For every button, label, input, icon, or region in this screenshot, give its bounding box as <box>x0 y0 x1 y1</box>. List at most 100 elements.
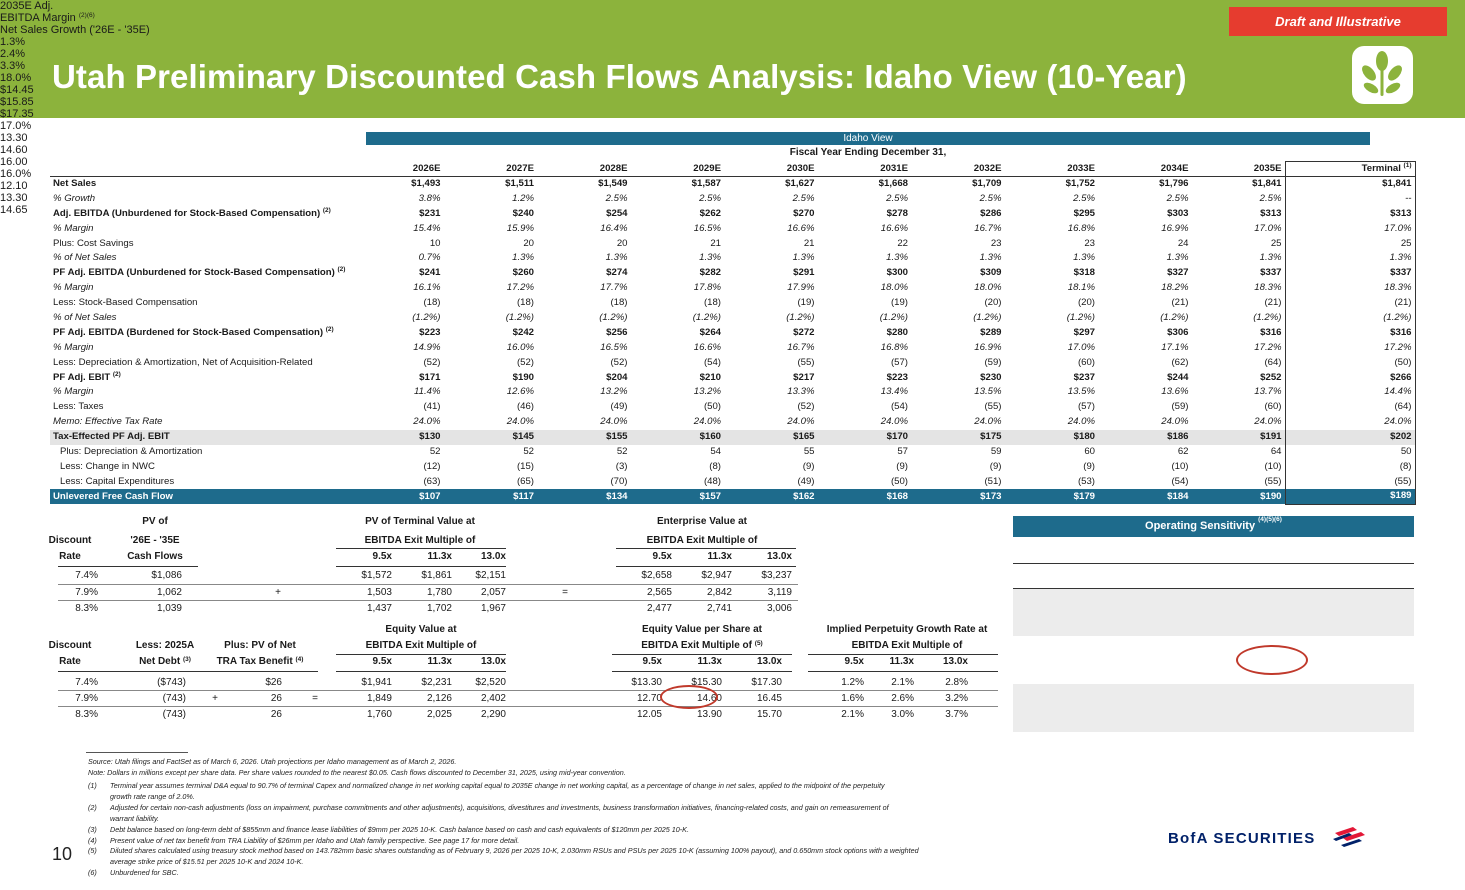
page-title: Utah Preliminary Discounted Cash Flows A… <box>52 58 1187 95</box>
table-cell: $223 <box>419 326 441 338</box>
footnote-tag: (4) <box>88 835 97 845</box>
table-cell: $254 <box>606 207 628 219</box>
table-cell: $306 <box>1167 326 1189 338</box>
footnote-source: Source: Utah filings and FactSet as of M… <box>88 757 457 766</box>
table-cell: 11.4% <box>414 386 441 398</box>
header-row: 2026E 2027E 2028E 2029E 2030E 2031E 2032E 2033E… <box>50 161 1416 177</box>
table-cell: (55) <box>984 401 1002 413</box>
table-cell: $165 <box>724 429 818 445</box>
table-cell: 2.5% <box>1259 192 1282 204</box>
table-cell: 10 <box>429 237 441 249</box>
row-label-text: % Margin <box>53 386 94 398</box>
row-label: Tax-Effected PF Adj. EBIT <box>50 429 350 445</box>
table-cell: 24.0% <box>1254 416 1282 428</box>
table-cell: $237 <box>1073 371 1095 383</box>
row-label: Net Sales <box>50 177 350 192</box>
table-cell: 13.5% <box>974 386 1002 398</box>
table-cell: $270 <box>793 207 815 219</box>
ev-cell: $2,947 <box>701 570 732 581</box>
row-head-label: EBITDA Margin <box>0 12 76 24</box>
table-cell: (52) <box>423 356 441 368</box>
table-cell: $280 <box>886 326 908 338</box>
row-label-text: Less: Taxes <box>53 401 104 413</box>
table-cell: 18.3% <box>1284 280 1416 296</box>
equity-header: Equity Value at <box>385 624 457 635</box>
table-row: Less: Depreciation & Amortization, Net o… <box>50 355 1416 371</box>
equity-cell: $1,941 <box>361 677 392 688</box>
table-cell: 1.3% <box>1259 252 1282 264</box>
table-cell: 20 <box>616 237 628 249</box>
tra-cell: $26 <box>265 677 282 688</box>
table-cell: 2.5% <box>1073 192 1095 204</box>
tv-cell: 1,780 <box>426 587 452 598</box>
ev-cell: $3,237 <box>761 570 792 581</box>
ev-cell: 2,477 <box>646 603 672 614</box>
table-cell: 24.0% <box>693 416 721 428</box>
sensitivity-cell: 16.00 <box>0 156 28 168</box>
table-cell: 52 <box>429 445 441 457</box>
table-cell: (62) <box>1171 356 1189 368</box>
sensitivity-row <box>1013 636 1414 684</box>
table-cell: 16.6% <box>880 222 908 234</box>
table-cell: $274 <box>606 267 628 279</box>
table-cell: 17.8% <box>693 282 721 294</box>
table-cell: $1,587 <box>691 178 721 190</box>
table-cell: 24.0% <box>787 416 815 428</box>
table-cell: $1,627 <box>785 178 815 190</box>
table-cell: (18) <box>516 297 534 309</box>
tra-label: TRA Tax Benefit <box>216 656 293 667</box>
table-cell: $189 <box>1284 489 1416 505</box>
page-number: 10 <box>52 844 73 864</box>
table-cell: (1.2%) <box>599 311 628 323</box>
tra-header: Plus: PV of Net <box>224 640 296 651</box>
table-cell: 22 <box>897 237 908 249</box>
table-cell: 13.6% <box>1161 386 1189 398</box>
margin-cell: 17.0% <box>0 120 32 132</box>
footnote-tag: (5) <box>88 846 97 856</box>
row-divider <box>58 600 798 601</box>
rate-header: Rate <box>59 551 81 562</box>
table-cell: 16.6% <box>787 222 815 234</box>
table-cell: $272 <box>793 326 815 338</box>
table-cell: (46) <box>516 401 534 413</box>
table-cell: (9) <box>802 460 815 472</box>
table-cell: 0.7% <box>418 252 441 264</box>
table-cell: $313 <box>1284 206 1416 222</box>
table-cell: (1.2%) <box>973 311 1002 323</box>
cash-flows-header: Cash Flows <box>127 551 183 562</box>
col-value: 1.3% <box>0 36 26 48</box>
multiple-header: 9.5x <box>652 551 672 562</box>
header-bar <box>0 0 1465 118</box>
row-label-text: % Margin <box>53 341 94 353</box>
sensitivity-cell: $14.45 <box>0 84 34 96</box>
table-cell: 17.0% <box>1067 341 1095 353</box>
row-divider <box>58 690 998 691</box>
table-cell: 2.5% <box>792 192 815 204</box>
table-cell: (49) <box>610 401 628 413</box>
sensitivity-cell: 13.30 <box>0 192 28 204</box>
brand-name: BofA SECURITIES <box>1168 830 1316 847</box>
table-cell: (8) <box>1284 459 1416 475</box>
table-cell: 24.0% <box>1284 414 1416 430</box>
pgr-cell: 1.6% <box>841 693 864 704</box>
multiple-header: 9.5x <box>372 551 392 562</box>
table-cell: (15) <box>516 460 534 472</box>
tv-cell: $2,151 <box>475 570 506 581</box>
row-label-text: Net Sales <box>53 178 97 190</box>
table-cell: 13.4% <box>880 386 908 398</box>
row-label-text: Plus: Cost Savings <box>53 237 134 249</box>
table-cell: $1,668 <box>878 178 908 190</box>
table-cell: $162 <box>724 489 818 505</box>
table-cell: $107 <box>350 489 444 505</box>
table-row: % Growth 3.8% 1.2% 2.5% 2.5% 2.5% 2.5% 2.5% 2.5%… <box>50 191 1416 207</box>
table-cell: 17.2% <box>1254 341 1282 353</box>
table-cell: 1.3% <box>512 252 534 264</box>
table-cell: (57) <box>1077 401 1095 413</box>
row-label-text: Tax-Effected PF Adj. EBIT <box>53 431 170 443</box>
table-cell: (57) <box>890 356 908 368</box>
year-header: 2028E <box>537 161 631 177</box>
table-cell: 52 <box>523 445 534 457</box>
table-cell: 2.5% <box>605 192 628 204</box>
row-label: Plus: Depreciation & Amortization <box>50 445 350 460</box>
multiple-header: 11.3x <box>707 551 732 562</box>
